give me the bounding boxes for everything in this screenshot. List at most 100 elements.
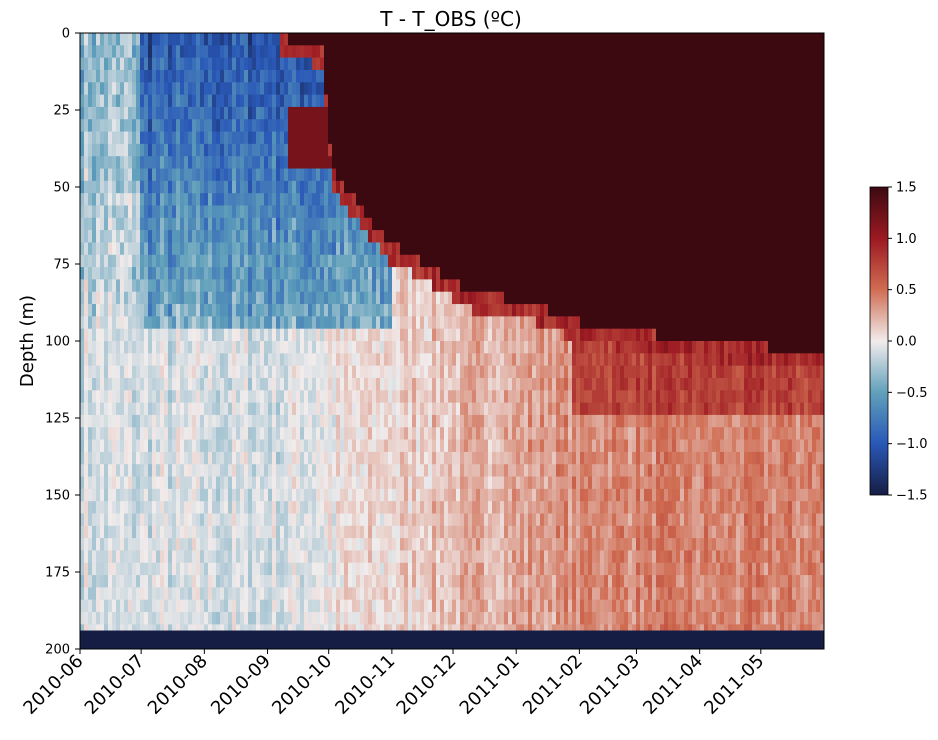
heatmap-cell (416, 230, 421, 244)
heatmap-cell (252, 451, 257, 465)
heatmap-cell (348, 377, 353, 391)
heatmap-cell (124, 168, 129, 182)
heatmap-cell (408, 427, 413, 441)
heatmap-cell (452, 377, 457, 391)
heatmap-cell (304, 119, 309, 133)
heatmap-cell (424, 230, 429, 244)
heatmap-cell (88, 143, 93, 157)
heatmap-cell (304, 168, 309, 182)
heatmap-cell (324, 476, 329, 490)
heatmap-cell (92, 501, 97, 515)
heatmap-cell (344, 599, 349, 613)
heatmap-cell (308, 205, 313, 219)
heatmap-cell (152, 538, 157, 552)
heatmap-cell (380, 156, 385, 170)
heatmap-cell (192, 230, 197, 244)
heatmap-cell (316, 131, 321, 145)
heatmap-cell (404, 193, 409, 207)
heatmap-cell (156, 612, 161, 625)
heatmap-cell (196, 143, 201, 157)
heatmap-cell (84, 94, 89, 108)
heatmap-cell (312, 316, 317, 330)
heatmap-cell (388, 316, 393, 330)
heatmap-cell (196, 267, 201, 280)
heatmap-cell (392, 464, 397, 478)
heatmap-cell (176, 451, 181, 465)
heatmap-cell (320, 82, 325, 96)
heatmap-cell (196, 106, 201, 120)
heatmap-cell (168, 562, 173, 576)
heatmap-cell (176, 94, 181, 108)
heatmap-cell (260, 575, 265, 588)
heatmap-cell (252, 45, 257, 59)
heatmap-cell (88, 180, 93, 194)
heatmap-cell (204, 94, 209, 108)
heatmap-cell (404, 291, 409, 305)
heatmap-cell (276, 390, 281, 404)
heatmap-cell (248, 180, 253, 194)
heatmap-cell (104, 575, 109, 588)
heatmap-cell (180, 279, 185, 293)
heatmap-cell (384, 575, 389, 588)
heatmap-cell (184, 476, 189, 490)
heatmap-cell (364, 575, 369, 588)
heatmap-cell (224, 119, 229, 133)
heatmap-cell (304, 193, 309, 207)
heatmap-cell (360, 193, 365, 207)
heatmap-cell (204, 451, 209, 465)
heatmap-cell (480, 365, 485, 379)
heatmap-cell (140, 279, 145, 293)
heatmap-cell (224, 550, 229, 564)
heatmap-cell (308, 119, 313, 133)
heatmap-cell (460, 94, 465, 108)
heatmap-cell (204, 525, 209, 539)
heatmap-cell (268, 304, 273, 317)
heatmap-cell (468, 439, 473, 453)
heatmap-cell (128, 328, 133, 342)
heatmap-cell (160, 377, 165, 391)
heatmap-cell (232, 316, 237, 330)
heatmap-cell (128, 550, 133, 564)
heatmap-cell (396, 304, 401, 317)
heatmap-cell (404, 427, 409, 441)
heatmap-cell (104, 254, 109, 268)
heatmap-cell (316, 377, 321, 391)
heatmap-cell (484, 217, 489, 231)
heatmap-cell (292, 279, 297, 293)
heatmap-cell (264, 451, 269, 465)
heatmap-cell (348, 57, 353, 71)
heatmap-cell (432, 193, 437, 207)
heatmap-cell (464, 94, 469, 108)
heatmap-cell (480, 180, 485, 194)
heatmap-cell (300, 439, 305, 453)
heatmap-cell (176, 304, 181, 317)
heatmap-cell (88, 316, 93, 330)
heatmap-cell (200, 242, 205, 256)
heatmap-cell (428, 414, 433, 428)
heatmap-cell (180, 156, 185, 170)
heatmap-cell (204, 57, 209, 71)
heatmap-cell (332, 365, 337, 379)
heatmap-cell (432, 267, 437, 280)
heatmap-cell (220, 402, 225, 416)
heatmap-cell (432, 82, 437, 96)
heatmap-cell (420, 328, 425, 342)
heatmap-cell (352, 156, 357, 170)
heatmap-cell (236, 291, 241, 305)
heatmap-cell (384, 168, 389, 182)
heatmap-cell (404, 82, 409, 96)
heatmap-cell (136, 291, 141, 305)
heatmap-cell (104, 82, 109, 96)
heatmap-cell (304, 316, 309, 330)
heatmap-cell (116, 476, 121, 490)
heatmap-cell (296, 488, 301, 502)
heatmap-cell (376, 143, 381, 157)
heatmap-cell (224, 316, 229, 330)
heatmap-cell (324, 501, 329, 515)
heatmap-cell (448, 341, 453, 354)
heatmap-cell (412, 587, 417, 601)
heatmap-cell (176, 328, 181, 342)
heatmap-cell (340, 119, 345, 133)
heatmap-cell (376, 464, 381, 478)
heatmap-cell (412, 254, 417, 268)
